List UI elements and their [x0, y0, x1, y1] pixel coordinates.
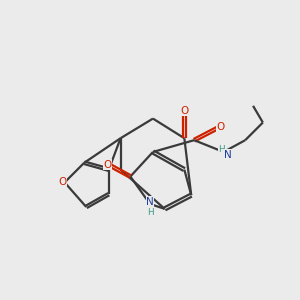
- Text: O: O: [217, 122, 225, 132]
- Text: H: H: [147, 208, 153, 217]
- Text: O: O: [58, 177, 67, 188]
- Text: O: O: [180, 106, 188, 116]
- Text: H: H: [218, 146, 225, 154]
- Text: O: O: [104, 160, 112, 170]
- Text: N: N: [146, 197, 154, 207]
- Text: N: N: [224, 150, 231, 160]
